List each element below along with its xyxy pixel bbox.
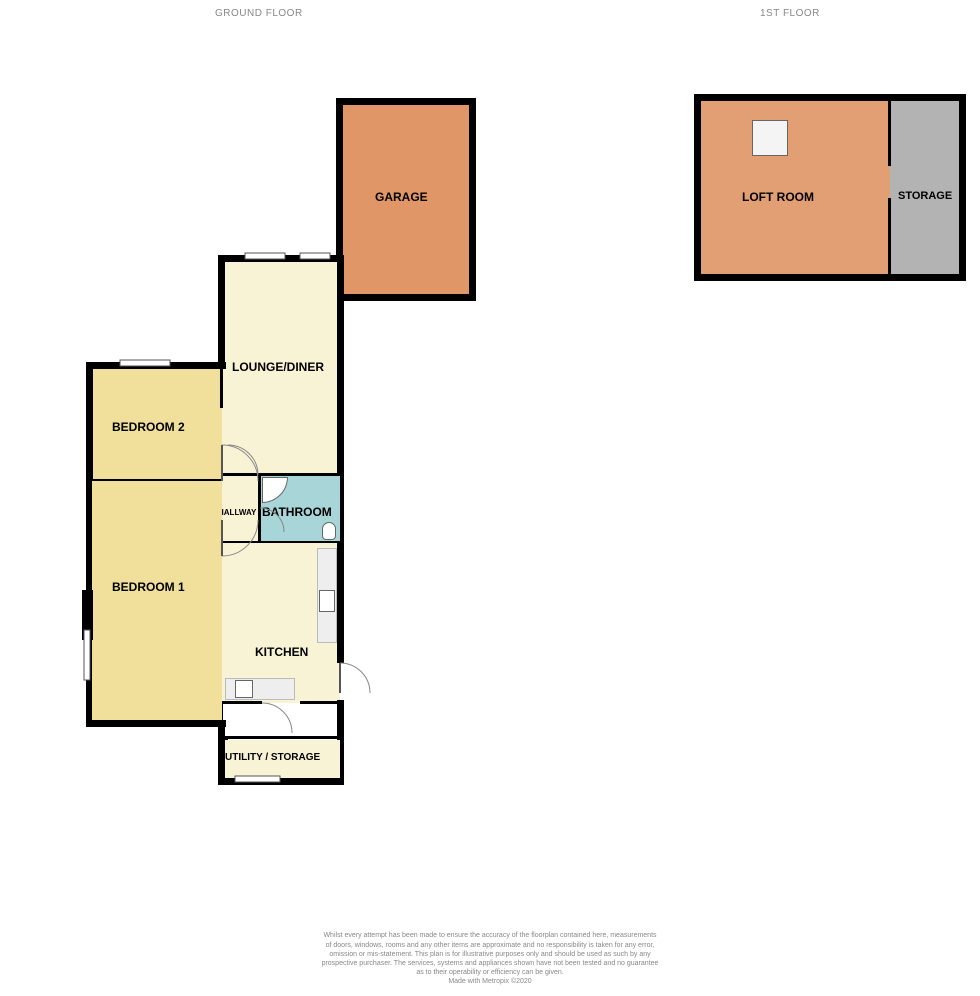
footer-line: Made with Metropix ©2020 bbox=[200, 977, 780, 986]
wall bbox=[336, 98, 343, 258]
wall bbox=[86, 362, 226, 369]
wall bbox=[694, 94, 701, 281]
wall bbox=[86, 720, 226, 727]
wall bbox=[469, 98, 476, 300]
footer-line: as to their operability or efficiency ca… bbox=[200, 968, 780, 977]
floorplan-stage: GROUND FLOOR 1ST FLOOR GARAGE LOUNGE/DIN… bbox=[0, 0, 980, 996]
wall bbox=[218, 778, 344, 785]
wall bbox=[694, 274, 966, 281]
wall bbox=[300, 701, 340, 704]
lounge-label: LOUNGE/DINER bbox=[232, 360, 324, 374]
wall bbox=[888, 198, 891, 274]
bedroom2-label: BEDROOM 2 bbox=[112, 420, 185, 434]
footer-line: prospective purchaser. The services, sys… bbox=[200, 959, 780, 968]
wall bbox=[222, 736, 340, 739]
wall bbox=[336, 98, 476, 105]
disclaimer-footer: Whilst every attempt has been made to en… bbox=[0, 931, 980, 986]
bathroom-label: BATHROOM bbox=[262, 505, 332, 519]
bedroom1-label: BEDROOM 1 bbox=[112, 580, 185, 594]
wall bbox=[218, 255, 344, 262]
kitchen-label: KITCHEN bbox=[255, 645, 308, 659]
wall bbox=[220, 368, 223, 408]
wall bbox=[959, 94, 966, 281]
bedroom1-room bbox=[92, 481, 222, 721]
footer-line: omission or mis-statement. This plan is … bbox=[200, 950, 780, 959]
utility-label: UTILITY / STORAGE bbox=[225, 752, 320, 763]
skylight-fixture bbox=[752, 120, 788, 156]
sink-fixture bbox=[319, 590, 335, 612]
garage-label: GARAGE bbox=[375, 190, 428, 204]
storage-label: STORAGE bbox=[898, 190, 952, 202]
first-floor-label: 1ST FLOOR bbox=[760, 8, 820, 19]
footer-line: Whilst every attempt has been made to en… bbox=[200, 931, 780, 940]
wall bbox=[222, 473, 340, 476]
loft-room bbox=[700, 100, 890, 275]
wall bbox=[218, 255, 225, 365]
storage-room bbox=[890, 100, 960, 275]
wall bbox=[694, 94, 966, 101]
wall bbox=[888, 100, 891, 166]
wall bbox=[336, 294, 476, 301]
wall bbox=[82, 590, 93, 640]
footer-line: of doors, windows, rooms and any other i… bbox=[200, 941, 780, 950]
ground-floor-label: GROUND FLOOR bbox=[215, 8, 303, 19]
hallway-label: HALLWAY bbox=[218, 508, 256, 517]
toilet-fixture bbox=[322, 522, 336, 540]
hob-fixture bbox=[235, 680, 253, 698]
wall bbox=[258, 475, 261, 543]
wall bbox=[337, 543, 344, 663]
wall bbox=[222, 701, 262, 704]
loft-label: LOFT ROOM bbox=[742, 190, 814, 204]
wall bbox=[218, 736, 225, 784]
